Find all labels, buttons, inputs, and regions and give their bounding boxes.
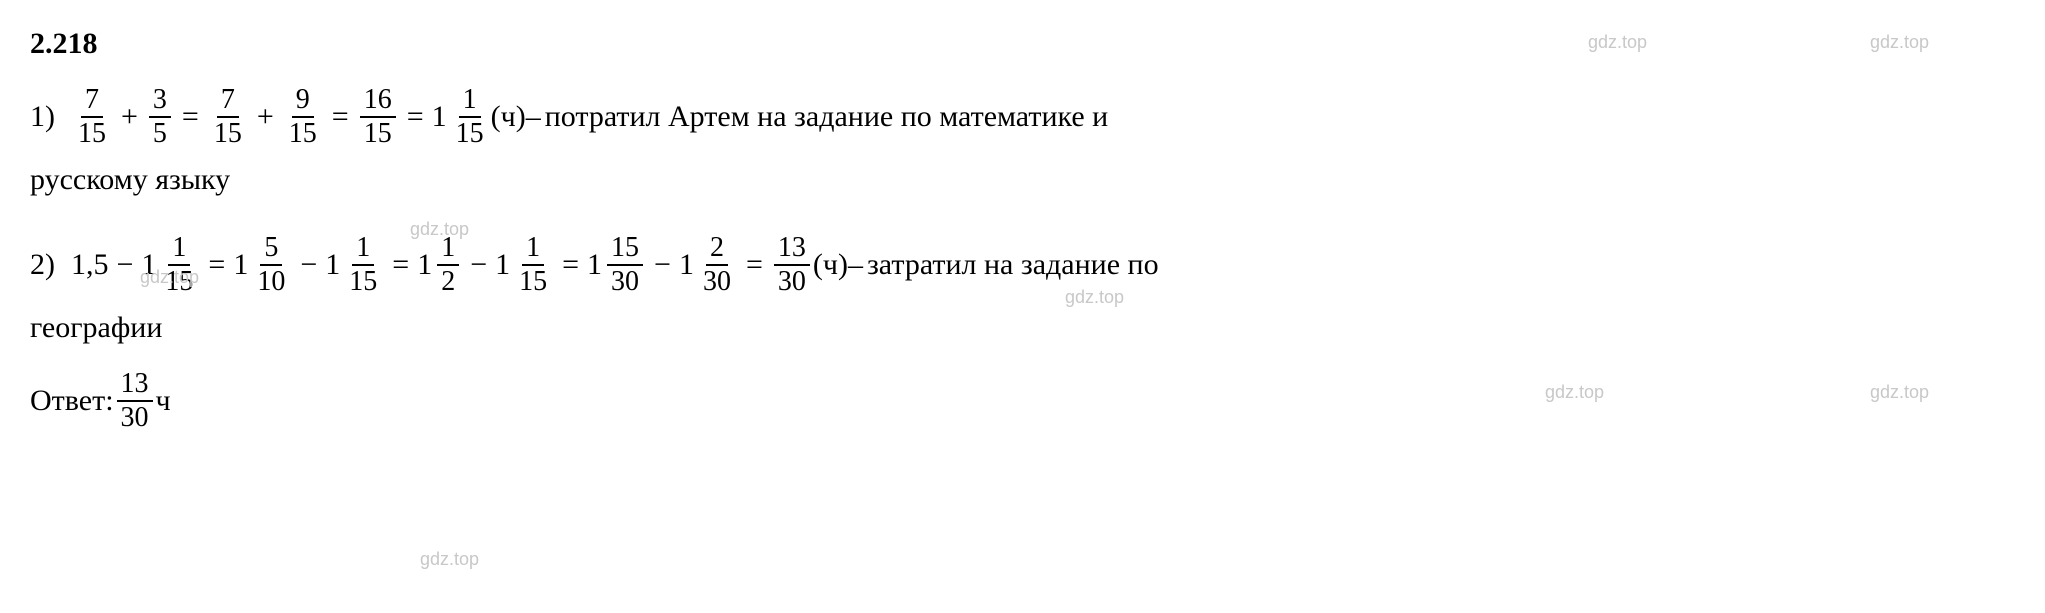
numerator: 9 <box>292 86 314 118</box>
whole: 1 <box>141 241 156 289</box>
whole: 1 <box>679 241 694 289</box>
whole: 1 <box>417 241 432 289</box>
step2-line2: географии <box>30 304 2015 352</box>
step1-line1: 1) 7 15 + 3 5 = 7 15 + 9 15 = 16 15 = 1 … <box>30 86 2015 148</box>
equals-op: = <box>746 241 763 289</box>
minus-op: − <box>117 241 134 289</box>
whole: 1 <box>495 241 510 289</box>
dash: – <box>848 241 863 289</box>
denominator: 2 <box>437 266 459 296</box>
watermark: gdz.top <box>420 545 479 574</box>
mixed-1-1-15a: 1 1 15 <box>141 234 200 296</box>
numerator: 13 <box>117 370 153 402</box>
mixed-1-15-30: 1 15 30 <box>587 234 646 296</box>
mixed-1-2-30: 1 2 30 <box>679 234 738 296</box>
dash: – <box>526 93 541 141</box>
fraction-part: 1 15 <box>452 86 488 148</box>
numerator: 1 <box>168 234 190 266</box>
denominator: 15 <box>452 118 488 148</box>
denominator: 15 <box>161 266 197 296</box>
fraction-16-15: 16 15 <box>360 86 396 148</box>
fraction-part: 15 30 <box>607 234 643 296</box>
fraction-7-15: 7 15 <box>74 86 110 148</box>
step1-text2: русскому языку <box>30 156 230 204</box>
minus-op: − <box>300 241 317 289</box>
problem-number: 2.218 <box>30 20 2015 68</box>
minus-op: − <box>654 241 671 289</box>
numerator: 15 <box>607 234 643 266</box>
denominator: 15 <box>74 118 110 148</box>
minus-op: − <box>470 241 487 289</box>
mixed-1-5-10: 1 5 10 <box>233 234 292 296</box>
fraction-part: 5 10 <box>253 234 289 296</box>
equals-op: = <box>182 93 199 141</box>
denominator: 30 <box>607 266 643 296</box>
fraction-part: 1 2 <box>437 234 459 296</box>
step2-line1: 2) 1,5 − 1 1 15 = 1 5 10 − 1 1 15 = 1 1 … <box>30 234 2015 296</box>
equals-op: = <box>562 241 579 289</box>
denominator: 15 <box>210 118 246 148</box>
fraction-9-15: 9 15 <box>285 86 321 148</box>
mixed-1-1-15b: 1 1 15 <box>325 234 384 296</box>
denominator: 30 <box>699 266 735 296</box>
whole: 1 <box>432 93 447 141</box>
step2-text2: географии <box>30 304 162 352</box>
answer-unit: ч <box>156 377 171 425</box>
step2-text: затратил на задание по <box>867 241 1159 289</box>
fraction-part: 1 15 <box>161 234 197 296</box>
equals-op: = <box>407 93 424 141</box>
unit-hours: (ч) <box>813 241 848 289</box>
mixed-1-1-15c: 1 1 15 <box>495 234 554 296</box>
numerator: 7 <box>217 86 239 118</box>
denominator: 10 <box>253 266 289 296</box>
equals-op: = <box>208 241 225 289</box>
numerator: 13 <box>774 234 810 266</box>
fraction-13-30: 13 30 <box>774 234 810 296</box>
denominator: 15 <box>285 118 321 148</box>
denominator: 30 <box>774 266 810 296</box>
answer-fraction: 13 30 <box>117 370 153 432</box>
plus-op: + <box>257 93 274 141</box>
denominator: 15 <box>345 266 381 296</box>
step1-line2: русскому языку <box>30 156 2015 204</box>
unit-hours: (ч) <box>491 93 526 141</box>
numerator: 1 <box>522 234 544 266</box>
step1-prefix: 1) <box>30 93 55 141</box>
numerator: 2 <box>706 234 728 266</box>
denominator: 5 <box>149 118 171 148</box>
decimal-1-5: 1,5 <box>71 241 109 289</box>
numerator: 16 <box>360 86 396 118</box>
whole: 1 <box>233 241 248 289</box>
fraction-7-15b: 7 15 <box>210 86 246 148</box>
fraction-part: 1 15 <box>345 234 381 296</box>
plus-op: + <box>121 93 138 141</box>
denominator: 30 <box>117 402 153 432</box>
fraction-part: 2 30 <box>699 234 735 296</box>
numerator: 7 <box>81 86 103 118</box>
mixed-1-1-15: 1 1 15 <box>432 86 491 148</box>
numerator: 1 <box>352 234 374 266</box>
answer-line: Ответ: 13 30 ч <box>30 370 2015 432</box>
fraction-3-5: 3 5 <box>149 86 171 148</box>
whole: 1 <box>587 241 602 289</box>
numerator: 3 <box>149 86 171 118</box>
fraction-part: 1 15 <box>515 234 551 296</box>
mixed-1-1-2: 1 1 2 <box>417 234 462 296</box>
denominator: 15 <box>360 118 396 148</box>
answer-label: Ответ: <box>30 377 114 425</box>
numerator: 5 <box>260 234 282 266</box>
whole: 1 <box>325 241 340 289</box>
step2-prefix: 2) <box>30 241 55 289</box>
step1-text: потратил Артем на задание по математике … <box>545 93 1109 141</box>
numerator: 1 <box>459 86 481 118</box>
numerator: 1 <box>437 234 459 266</box>
equals-op: = <box>332 93 349 141</box>
denominator: 15 <box>515 266 551 296</box>
equals-op: = <box>392 241 409 289</box>
